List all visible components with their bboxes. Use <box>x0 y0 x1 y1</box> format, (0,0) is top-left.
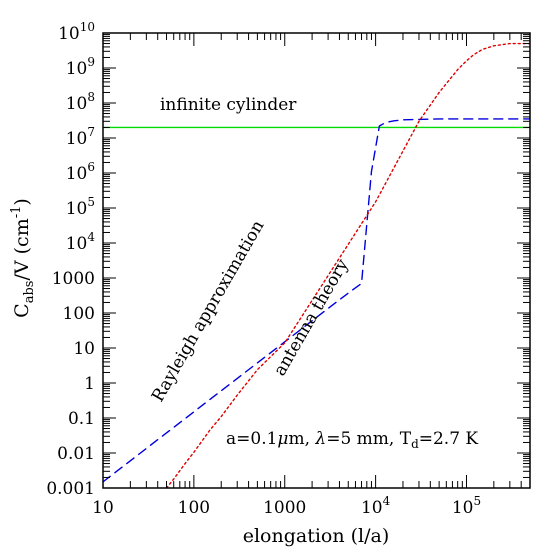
y-tick-label: 100 <box>63 304 95 324</box>
y-tick-label: 1010 <box>58 20 95 44</box>
series-rayleigh-line <box>103 118 530 483</box>
annotation-parameters: a=0.1μm, λ=5 mm, Td=2.7 K <box>226 429 478 451</box>
series-layer <box>103 42 530 488</box>
y-tick-label: 10 <box>73 339 95 359</box>
x-tick-label: 1000 <box>263 498 306 518</box>
tick-labels: 10 100 1000 104 105 0.001 0.01 0.1 1 10 100 1000 104… <box>46 20 481 518</box>
ticks-layer <box>102 32 531 489</box>
y-tick-label: 107 <box>66 125 95 149</box>
series-antenna-line <box>165 42 530 488</box>
x-axis-title: elongation (l/a) <box>243 525 390 547</box>
y-tick-label: 104 <box>66 230 96 254</box>
annotation-infinite-cylinder: infinite cylinder <box>160 95 297 115</box>
y-tick-label: 105 <box>66 195 95 219</box>
y-tick-label: 1 <box>84 374 95 394</box>
y-tick-label: 106 <box>66 160 95 184</box>
y-tick-label: 108 <box>66 90 95 114</box>
x-tick-label: 10 <box>92 498 114 518</box>
y-tick-label: 0.001 <box>46 479 95 499</box>
y-tick-label: 109 <box>66 55 95 79</box>
x-tick-label: 104 <box>361 494 391 518</box>
y-tick-label: 0.01 <box>57 444 95 464</box>
plot-frame <box>102 32 531 489</box>
x-tick-label: 100 <box>178 498 210 518</box>
x-tick-label: 105 <box>452 494 481 518</box>
y-tick-label: 1000 <box>52 269 95 289</box>
y-axis-title: Cabs/V (cm-1) <box>9 198 37 318</box>
y-tick-label: 0.1 <box>68 409 95 429</box>
